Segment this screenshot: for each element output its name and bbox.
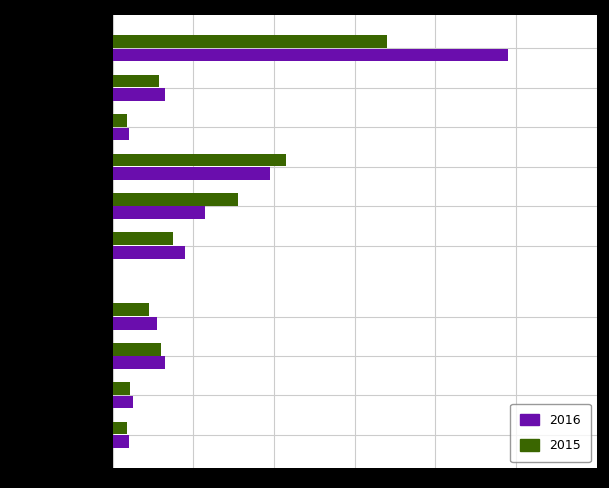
- Bar: [113, 304, 149, 316]
- Bar: [113, 88, 165, 101]
- Bar: [113, 435, 128, 448]
- Bar: [113, 206, 205, 219]
- Bar: [113, 232, 173, 245]
- Bar: [113, 167, 270, 180]
- Bar: [113, 127, 128, 140]
- Bar: [113, 35, 387, 48]
- Bar: [113, 246, 185, 259]
- Bar: [113, 75, 160, 87]
- Bar: [113, 343, 161, 356]
- Bar: [113, 383, 130, 395]
- Bar: [113, 114, 127, 127]
- Bar: [113, 193, 238, 205]
- Bar: [113, 422, 127, 434]
- Legend: 2016, 2015: 2016, 2015: [510, 404, 591, 462]
- Bar: [113, 317, 157, 329]
- Bar: [113, 396, 133, 408]
- Bar: [113, 154, 286, 166]
- Bar: [113, 356, 165, 369]
- Bar: [113, 49, 508, 61]
